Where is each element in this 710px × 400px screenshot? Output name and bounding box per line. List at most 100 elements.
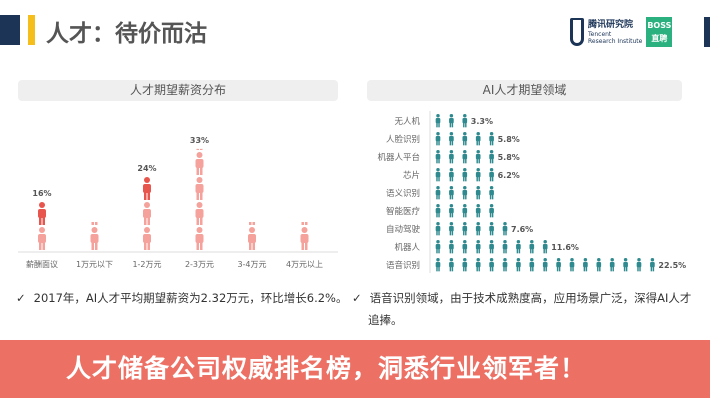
bar-4 — [435, 186, 494, 200]
person-icon — [435, 240, 441, 254]
person-icon — [435, 168, 441, 182]
person-icon — [462, 150, 468, 164]
person-icon — [300, 227, 309, 250]
person-icon — [462, 168, 468, 182]
tick-label: 1万元以下 — [76, 260, 113, 269]
data-label: 5.8% — [498, 153, 520, 162]
tick-label: 3-4万元 — [237, 260, 266, 269]
logo-cn: 腾讯研究院 — [588, 19, 634, 30]
person-icon — [475, 186, 481, 200]
person-icon — [435, 150, 441, 164]
person-icon — [90, 227, 99, 250]
person-icon — [196, 148, 203, 150]
bar-0 — [38, 202, 46, 250]
person-icon — [489, 150, 494, 164]
person-icon — [542, 258, 548, 272]
tick-label: 薪酬面议 — [26, 259, 58, 269]
person-icon — [475, 258, 481, 272]
bar-3 — [435, 168, 494, 182]
person-icon — [462, 204, 468, 218]
person-icon — [542, 240, 548, 254]
data-label: 7.6% — [511, 225, 533, 234]
tick-label: 自动驾驶 — [386, 224, 421, 235]
person-icon — [502, 240, 508, 254]
right-chart-title: AI人才期望领域 — [367, 80, 682, 101]
page-title: 人才：待价而沽 — [46, 21, 207, 47]
person-icon — [249, 222, 255, 225]
bar-1 — [90, 222, 99, 250]
person-icon — [502, 258, 508, 272]
person-icon — [143, 177, 151, 200]
person-icon — [449, 258, 454, 272]
person-icon — [462, 186, 468, 200]
bar-3 — [195, 148, 204, 250]
bar-2 — [143, 177, 151, 250]
logo-en-2: Research Institute — [588, 37, 643, 45]
data-label: 3.3% — [471, 117, 493, 126]
note-1-text: 2017年，AI人才平均期望薪资为2.32万元，环比增长6.2%。 — [33, 291, 348, 305]
person-icon — [449, 222, 454, 236]
person-icon — [502, 222, 508, 236]
person-icon — [569, 258, 575, 272]
person-icon — [449, 240, 454, 254]
person-icon — [435, 258, 441, 272]
data-label: 11.6% — [551, 243, 579, 252]
promo-banner[interactable]: 人才储备公司权威排名榜，洞悉行业领军者！ — [0, 340, 710, 398]
data-label: 5.8% — [498, 135, 520, 144]
person-icon — [636, 258, 642, 272]
person-icon — [650, 258, 655, 272]
tick-label: 语音识别 — [386, 260, 420, 271]
tick-label: 机器人平台 — [377, 152, 420, 163]
person-icon — [449, 150, 454, 164]
left-chart-title: 人才期望薪资分布 — [18, 80, 338, 101]
bar-2 — [435, 150, 494, 164]
person-icon — [489, 132, 494, 146]
tick-label: 芯片 — [403, 170, 420, 181]
person-icon — [195, 227, 204, 250]
person-icon — [462, 114, 468, 128]
person-icon — [516, 240, 521, 254]
person-icon — [475, 204, 481, 218]
tick-label: 智能医疗 — [386, 206, 421, 217]
person-icon — [248, 227, 256, 250]
person-icon — [596, 258, 602, 272]
person-icon — [435, 132, 441, 146]
person-icon — [449, 204, 454, 218]
person-icon — [435, 114, 441, 128]
person-icon — [583, 258, 588, 272]
check-icon: ✓ — [352, 291, 362, 305]
header-navy-bar — [0, 15, 20, 45]
tick-label: 语义识别 — [386, 188, 420, 199]
bar-5 — [435, 204, 494, 218]
person-icon — [435, 204, 441, 218]
note-2: ✓ 语音识别领域，由于技术成熟度高，应用场景广泛，深得AI人才追捧。 — [352, 287, 697, 331]
tencent-logo-icon — [570, 18, 584, 46]
salary-distribution-chart: 16% 薪酬面议 1万元以下 24% 1-2万元 33% 2-3万元 3-4万元 4万元以上 — [18, 136, 338, 269]
person-icon — [449, 186, 454, 200]
data-label: 22.5% — [658, 261, 686, 270]
header-accent-bar — [28, 15, 35, 45]
tencent-research-logo: 腾讯研究院 Tencent Research Institute — [588, 20, 642, 45]
tick-label: 无人机 — [394, 116, 420, 127]
tick-label: 4万元以上 — [286, 260, 323, 269]
logo-en-1: Tencent — [588, 30, 612, 38]
note-2-text: 语音识别领域，由于技术成熟度高，应用场景广泛，深得AI人才追捧。 — [368, 291, 692, 327]
person-icon — [489, 222, 494, 236]
data-label: 16% — [32, 189, 51, 198]
boss-zhipin-text: 直聘 — [651, 34, 668, 43]
person-icon — [556, 258, 561, 272]
ai-field-chart: 无人机 3.3% 人脸识别 5.8% 机器人平台 5.8% 芯片 6.2% 语义识别智能医疗自动… — [377, 111, 686, 273]
person-icon — [475, 222, 481, 236]
bar-4 — [248, 222, 256, 250]
person-icon — [195, 177, 204, 200]
person-icon — [489, 240, 494, 254]
data-label: 6.2% — [498, 171, 520, 180]
person-icon — [143, 202, 151, 225]
bar-0 — [435, 114, 468, 128]
person-icon — [449, 168, 454, 182]
bar-1 — [435, 132, 494, 146]
person-icon — [449, 132, 454, 146]
data-label: 33% — [190, 136, 209, 145]
person-icon — [462, 258, 468, 272]
person-icon — [516, 258, 521, 272]
